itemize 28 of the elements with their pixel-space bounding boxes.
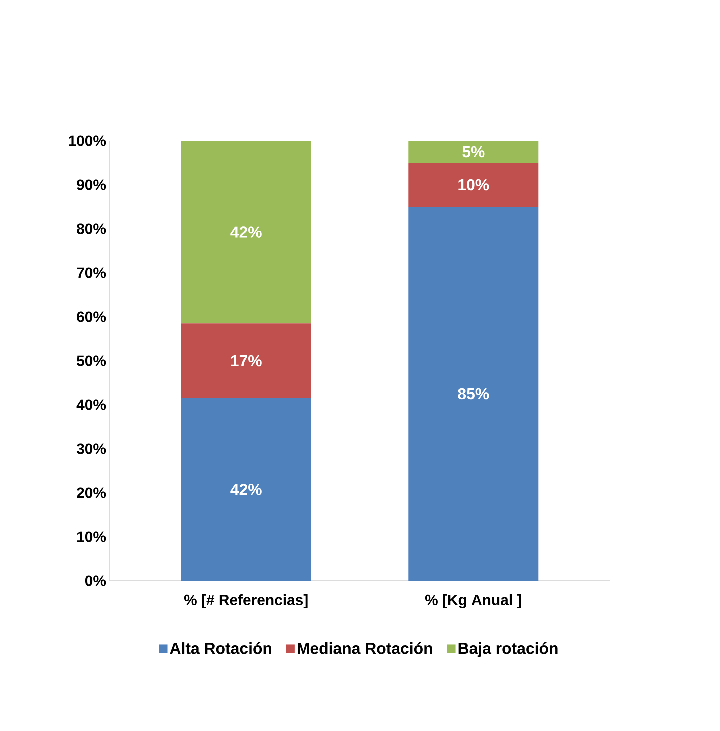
data-label: 10% <box>458 179 490 191</box>
data-label: 5% <box>462 146 485 158</box>
y-tick-label: 90% <box>77 180 106 190</box>
y-tick-label: 50% <box>77 356 106 366</box>
legend-label: Mediana Rotación <box>298 642 432 654</box>
y-tick-label: 20% <box>77 488 106 498</box>
data-label: 42% <box>230 484 262 496</box>
data-label: 85% <box>458 388 490 400</box>
y-tick-label: 10% <box>78 532 106 542</box>
y-tick-label: 70% <box>77 268 106 278</box>
data-label: 17% <box>231 355 262 367</box>
bar <box>408 206 539 581</box>
bar <box>408 162 539 207</box>
data-label: 42% <box>230 226 262 238</box>
x-tick-label: % [# Referencias] <box>184 594 308 608</box>
y-tick-label: 80% <box>77 224 106 234</box>
y-tick-label: 100% <box>69 136 106 146</box>
legend-label: Alta Rotación <box>170 642 272 654</box>
y-tick-label: 30% <box>76 444 106 454</box>
y-tick-label: 0% <box>85 576 106 586</box>
bar <box>408 140 539 163</box>
y-tick-label: 60% <box>77 312 106 322</box>
bar <box>181 398 312 581</box>
bar <box>181 140 312 324</box>
bar <box>181 324 312 398</box>
legend-label: Baja rotación <box>458 642 558 658</box>
y-tick-label: 40% <box>76 400 106 410</box>
x-tick-label: % [Kg Anual ] <box>425 594 522 608</box>
